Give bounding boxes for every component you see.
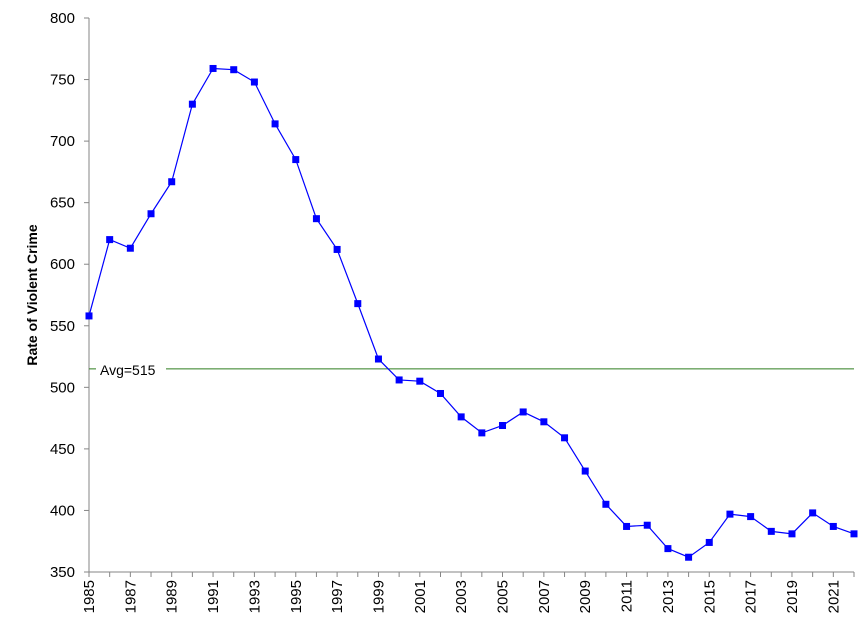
- y-tick-label: 600: [50, 256, 75, 273]
- x-tick-label: 2007: [536, 580, 553, 613]
- series-group: [85, 64, 858, 561]
- y-tick-label: 750: [50, 72, 75, 89]
- x-axis: 1985 1987 1989 1991 1993 1995 1997 1999 2001 2003…: [81, 571, 855, 613]
- y-axis-title: Rate of Violent Crime: [24, 224, 40, 366]
- data-point: [395, 376, 403, 384]
- x-tick-label: 1991: [205, 580, 222, 613]
- data-point: [519, 408, 527, 416]
- data-point: [188, 100, 196, 108]
- y-tick-label: 700: [50, 133, 75, 150]
- x-tick-label: 2021: [825, 580, 842, 613]
- y-tick-label: 650: [50, 195, 75, 212]
- data-point: [436, 389, 444, 397]
- x-tick-label: 1987: [122, 580, 139, 613]
- data-point: [767, 527, 775, 535]
- data-point: [809, 509, 817, 517]
- data-point: [850, 530, 858, 538]
- x-tick-label: 1997: [329, 580, 346, 613]
- data-point: [147, 210, 155, 218]
- y-tick-label: 800: [50, 10, 75, 27]
- data-point: [499, 421, 507, 429]
- data-point: [561, 434, 569, 442]
- y-tick-label: 550: [50, 318, 75, 335]
- x-tick-label: 2013: [660, 580, 677, 613]
- data-point: [726, 510, 734, 518]
- x-tick-label: 1999: [370, 580, 387, 613]
- x-tick-label: 1993: [246, 580, 263, 613]
- y-tick-label: 500: [50, 379, 75, 396]
- data-point: [602, 500, 610, 508]
- data-point: [126, 244, 134, 252]
- x-tick-label: 2009: [577, 580, 594, 613]
- data-point: [230, 66, 238, 74]
- data-point: [271, 120, 279, 128]
- data-point: [85, 312, 93, 320]
- data-point: [581, 467, 589, 475]
- x-tick-label: 2001: [412, 580, 429, 613]
- data-point: [829, 522, 837, 530]
- y-tick-label: 400: [50, 502, 75, 519]
- y-tick-label: 450: [50, 441, 75, 458]
- x-tick-label: 1985: [81, 580, 98, 613]
- x-tick-label: 2005: [495, 580, 512, 613]
- data-point: [106, 236, 114, 244]
- x-tick-label: 1989: [164, 580, 181, 613]
- data-point: [664, 545, 672, 553]
- data-point: [374, 355, 382, 363]
- data-point: [292, 156, 300, 164]
- series-line: [88, 67, 855, 558]
- data-point: [643, 521, 651, 529]
- data-point: [685, 553, 693, 561]
- y-tick-label: 350: [50, 564, 75, 581]
- y-axis: 350 400 450 500 550 600 650 700 750 800: [50, 10, 90, 581]
- data-point: [168, 178, 176, 186]
- data-point: [623, 522, 631, 530]
- data-point: [312, 215, 320, 223]
- x-tick-label: 2011: [619, 580, 636, 612]
- data-point: [747, 513, 755, 521]
- x-tick-label: 1995: [288, 580, 305, 613]
- data-point: [788, 530, 796, 538]
- average-label-background: [96, 360, 166, 378]
- data-point: [250, 78, 258, 86]
- average-label: Avg=515: [100, 362, 156, 378]
- x-tick-label: 2019: [784, 580, 801, 613]
- data-point: [705, 538, 713, 546]
- data-point: [333, 245, 341, 253]
- data-point: [457, 413, 465, 421]
- x-tick-label: 2017: [743, 580, 760, 613]
- data-point: [354, 300, 362, 308]
- data-point: [416, 377, 424, 385]
- x-tick-label: 2003: [453, 580, 470, 613]
- data-point: [478, 429, 486, 437]
- reference-line-group: Avg=515: [89, 360, 854, 378]
- data-point: [540, 418, 548, 426]
- x-tick-label: 2015: [701, 580, 718, 613]
- data-point: [209, 64, 217, 72]
